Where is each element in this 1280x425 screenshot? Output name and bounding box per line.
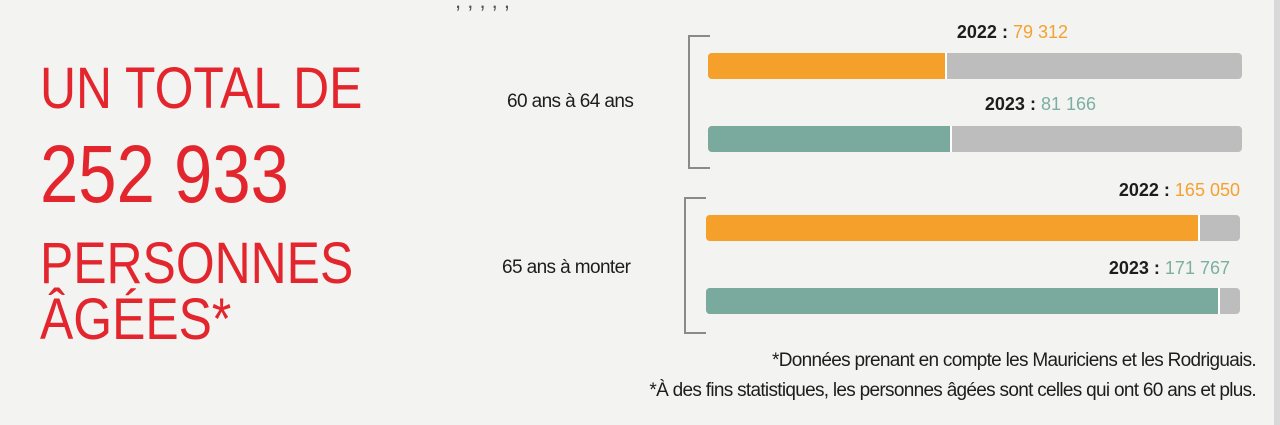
headline-total: 252 933 — [40, 129, 289, 220]
value-label-2023-60-64: 81 166 — [1040, 94, 1096, 114]
bar-label-2022-60-64: 2022 : 79 312 — [956, 22, 1068, 42]
series-name-2023: 2023 — [984, 94, 1025, 114]
bar-2023-60-64 — [708, 126, 952, 152]
bar-track-2023-65-plus — [706, 288, 1240, 314]
value-label-2022-60-64: 79 312 — [1012, 22, 1068, 42]
bar-2022-65-plus — [706, 215, 1200, 241]
bar-track-2023-60-64 — [708, 126, 1242, 152]
value-label-2023-65-plus: 171 767 — [1164, 258, 1230, 278]
right-border — [1274, 0, 1280, 425]
series-name-2023-b: 2023 — [1108, 258, 1149, 278]
bar-label-2023-65-plus: 2023 : 171 767 — [1108, 258, 1230, 278]
bar-label-2022-65-plus: 2022 : 165 050 — [1118, 180, 1240, 200]
footnote-2: *À des fins statistiques, les personnes … — [649, 380, 1256, 401]
footnote-1: *Données prenant en compte les Mauricien… — [772, 350, 1257, 371]
category-label-60-64: 60 ans à 64 ans — [507, 91, 634, 112]
group-bracket-60-64 — [688, 35, 710, 169]
bar-track-2022-60-64 — [708, 53, 1242, 79]
bar-2022-60-64 — [708, 53, 947, 79]
series-name-2022: 2022 — [956, 22, 997, 42]
headline-line-1: UN TOTAL DE — [40, 56, 363, 121]
group-bracket-65-plus — [684, 197, 706, 334]
headline-line-4: ÂGÉES* — [40, 287, 232, 352]
headline-line-3: PERSONNES — [40, 231, 354, 296]
bar-track-2022-65-plus — [706, 215, 1240, 241]
series-name-2022-b: 2022 — [1118, 180, 1159, 200]
bar-2023-65-plus — [706, 288, 1220, 314]
clipped-header-fragment: , , , , , — [455, 0, 511, 13]
value-label-2022-65-plus: 165 050 — [1174, 180, 1240, 200]
bar-label-2023-60-64: 2023 : 81 166 — [984, 94, 1096, 114]
category-label-65-plus: 65 ans à monter — [502, 257, 631, 278]
